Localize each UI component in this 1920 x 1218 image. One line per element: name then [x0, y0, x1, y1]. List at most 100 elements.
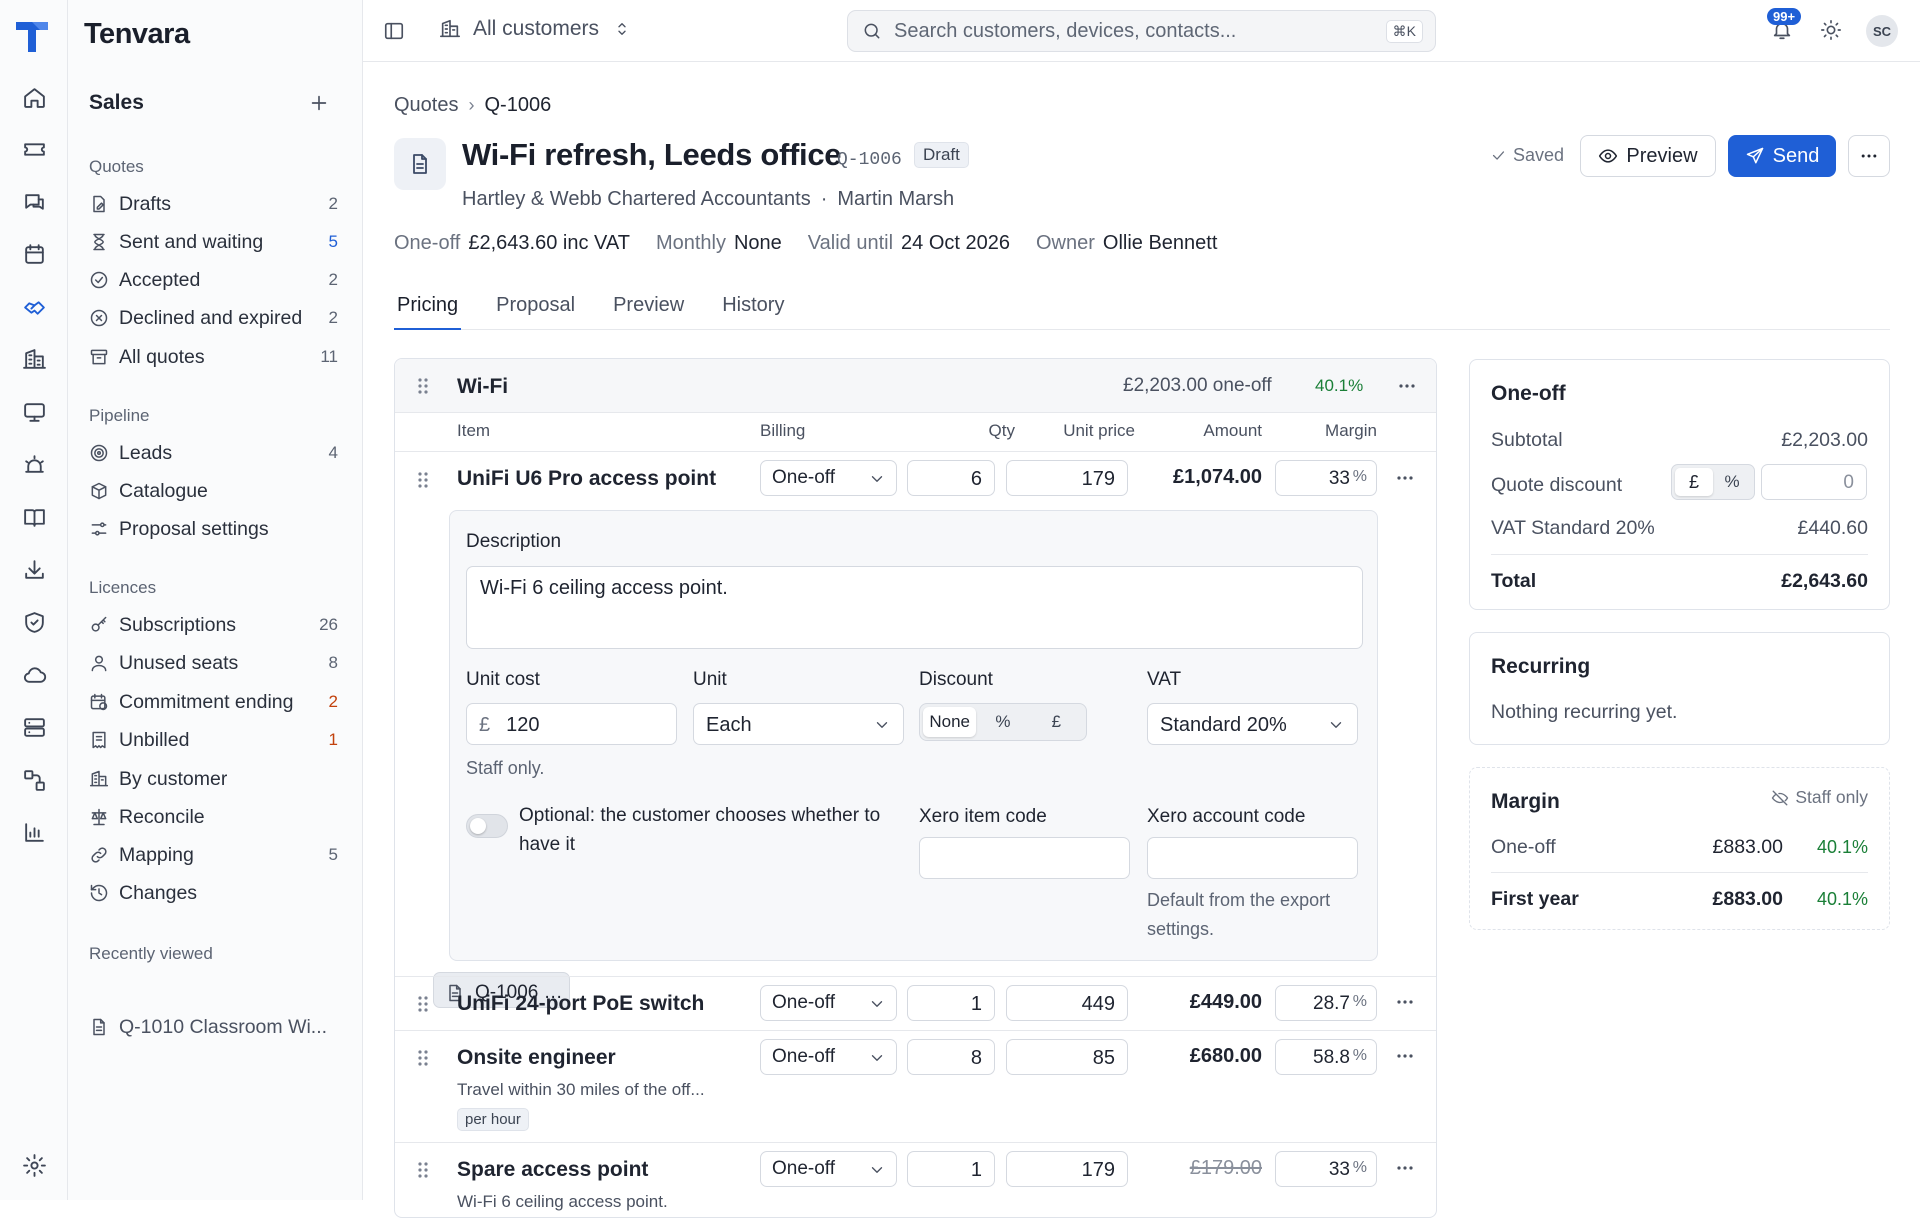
unit-select[interactable]: Each: [693, 703, 904, 745]
sidebar-item-leads[interactable]: Leads 4: [80, 436, 348, 470]
settings-icon[interactable]: [17, 1148, 51, 1182]
item-name[interactable]: UniFi 24-port PoE switch: [457, 992, 705, 1015]
sidebar-item-reconcile[interactable]: Reconcile: [80, 800, 348, 834]
drag-handle-icon[interactable]: [415, 470, 431, 490]
sidebar-item-unbilled[interactable]: Unbilled 1: [80, 723, 348, 757]
unit-price-input[interactable]: 85: [1006, 1039, 1128, 1075]
item-name[interactable]: UniFi U6 Pro access point: [457, 467, 717, 490]
meta-value[interactable]: 24 Oct 2026: [901, 232, 1010, 254]
billing-select[interactable]: One-off: [760, 985, 897, 1021]
vat-select[interactable]: Standard 20%: [1147, 703, 1358, 745]
sidebar-item-all-quotes[interactable]: All quotes 11: [80, 340, 348, 374]
sidebar-item-sent[interactable]: Sent and waiting 5: [80, 225, 348, 259]
staff-only-hint: Staff only.: [466, 758, 545, 778]
quote-discount-input[interactable]: 0: [1761, 464, 1867, 500]
more-horizontal-icon[interactable]: [1393, 1046, 1417, 1066]
avatar[interactable]: SC: [1866, 15, 1898, 47]
download-icon[interactable]: [17, 553, 51, 587]
sidebar-item-by-customer[interactable]: By customer: [80, 762, 348, 796]
sidebar-item-subscriptions[interactable]: Subscriptions 26: [80, 608, 348, 642]
chat-icon[interactable]: [17, 185, 51, 219]
meta-value[interactable]: Ollie Bennett: [1102, 232, 1218, 254]
cloud-icon[interactable]: [17, 658, 51, 692]
discount-mode-pound[interactable]: £: [1675, 468, 1713, 496]
unit-cost-input[interactable]: £120: [466, 703, 677, 745]
sidebar-item-commitment-ending[interactable]: Commitment ending 2: [80, 685, 348, 719]
recent-item-q1010[interactable]: Q-1010 Classroom Wi...: [80, 1010, 348, 1044]
optional-toggle[interactable]: [466, 814, 508, 838]
sidebar-item-declined[interactable]: Declined and expired 2: [80, 301, 348, 335]
handshake-icon[interactable]: [17, 290, 51, 324]
send-button[interactable]: Send: [1728, 135, 1836, 177]
xero-item-input[interactable]: [919, 837, 1130, 879]
item-name[interactable]: Spare access point: [457, 1158, 649, 1181]
workflow-icon[interactable]: [17, 763, 51, 797]
more-horizontal-icon[interactable]: [1393, 468, 1417, 488]
shield-icon[interactable]: [17, 605, 51, 639]
amount-value: £179.00: [1189, 1157, 1262, 1179]
discount-none[interactable]: None: [923, 707, 977, 737]
search-input[interactable]: Search customers, devices, contacts... ⌘…: [847, 10, 1436, 52]
group-name[interactable]: Wi-Fi: [457, 375, 509, 398]
sun-icon[interactable]: [1820, 19, 1842, 41]
home-icon[interactable]: [17, 80, 51, 114]
ticket-icon[interactable]: [17, 132, 51, 166]
margin-input[interactable]: 33%: [1275, 1151, 1377, 1187]
building-icon[interactable]: [17, 342, 51, 376]
alert-icon[interactable]: [17, 448, 51, 482]
recent-item-q1006[interactable]: Q-1006 Wi-Fi refresh...: [433, 972, 570, 1008]
unit-price-input[interactable]: 179: [1006, 460, 1128, 496]
calendar-icon[interactable]: [17, 237, 51, 271]
sidebar-item-accepted[interactable]: Accepted 2: [80, 263, 348, 297]
chart-icon[interactable]: [17, 815, 51, 849]
billing-select[interactable]: One-off: [760, 1151, 897, 1187]
discount-pound[interactable]: £: [1051, 712, 1062, 731]
breadcrumb-quotes[interactable]: Quotes: [394, 94, 459, 116]
unit-price-input[interactable]: 449: [1006, 985, 1128, 1021]
tab-preview[interactable]: Preview: [613, 294, 685, 316]
xero-account-input[interactable]: [1147, 837, 1358, 879]
margin-input[interactable]: 58.8%: [1275, 1039, 1377, 1075]
preview-button[interactable]: Preview: [1580, 135, 1716, 177]
app-logo[interactable]: [14, 16, 52, 54]
qty-input[interactable]: 1: [907, 985, 995, 1021]
tab-proposal[interactable]: Proposal: [496, 294, 576, 316]
drag-handle-icon[interactable]: [415, 994, 431, 1014]
customer-scope-selector[interactable]: All customers: [439, 17, 643, 41]
drag-handle-icon[interactable]: [415, 1160, 431, 1180]
more-horizontal-icon[interactable]: [1395, 376, 1419, 396]
more-actions-button[interactable]: [1848, 135, 1890, 177]
monitor-icon[interactable]: [17, 395, 51, 429]
panel-toggle-icon[interactable]: [383, 20, 405, 42]
billing-select[interactable]: One-off: [760, 460, 897, 496]
discount-mode-percent[interactable]: %: [1724, 472, 1740, 491]
contact-name[interactable]: Martin Marsh: [837, 188, 955, 210]
margin-input[interactable]: 33%: [1275, 460, 1377, 496]
drag-handle-icon[interactable]: [415, 1048, 431, 1068]
sidebar-item-unused-seats[interactable]: Unused seats 8: [80, 646, 348, 680]
drag-handle-icon[interactable]: [415, 376, 431, 396]
unit-price-input[interactable]: 179: [1006, 1151, 1128, 1187]
book-icon[interactable]: [17, 500, 51, 534]
tab-pricing[interactable]: Pricing: [394, 288, 462, 330]
more-horizontal-icon[interactable]: [1393, 1158, 1417, 1178]
billing-select[interactable]: One-off: [760, 1039, 897, 1075]
plus-icon[interactable]: [308, 92, 330, 114]
sidebar-item-drafts[interactable]: Drafts 2: [80, 187, 348, 221]
qty-input[interactable]: 8: [907, 1039, 995, 1075]
sidebar-item-changes[interactable]: Changes: [80, 876, 348, 910]
sidebar-item-mapping[interactable]: Mapping 5: [80, 838, 348, 872]
qty-input[interactable]: 1: [907, 1151, 995, 1187]
qty-input[interactable]: 6: [907, 460, 995, 496]
customer-name[interactable]: Hartley & Webb Chartered Accountants: [462, 188, 811, 210]
count-badge: 2: [328, 194, 338, 213]
description-textarea[interactable]: Wi-Fi 6 ceiling access point.: [466, 566, 1363, 649]
server-icon[interactable]: [17, 710, 51, 744]
item-name[interactable]: Onsite engineer: [457, 1046, 616, 1069]
tab-history[interactable]: History: [722, 294, 785, 316]
more-horizontal-icon[interactable]: [1393, 992, 1417, 1012]
margin-input[interactable]: 28.7%: [1275, 985, 1377, 1021]
discount-percent[interactable]: %: [995, 712, 1011, 731]
sidebar-item-catalogue[interactable]: Catalogue: [80, 474, 348, 508]
sidebar-item-proposal-settings[interactable]: Proposal settings: [80, 512, 348, 546]
